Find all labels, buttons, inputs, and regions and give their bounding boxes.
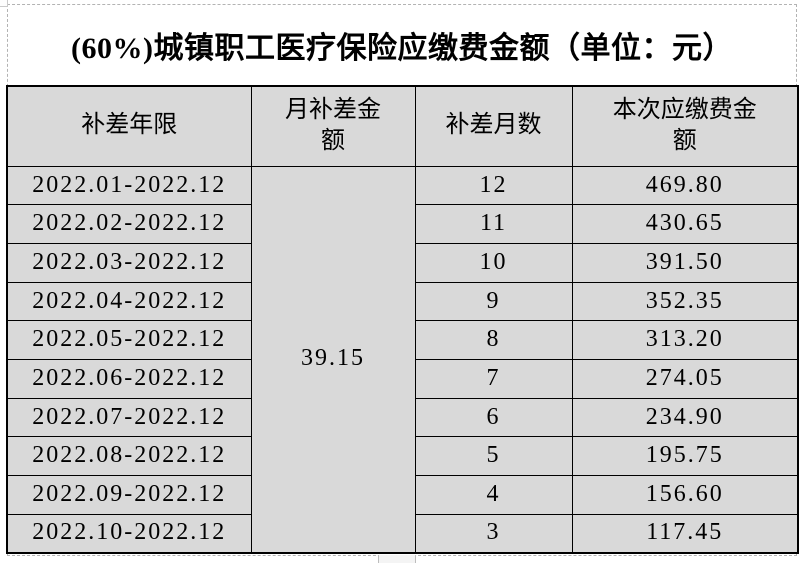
- cell-period: 2022.01-2022.12: [6, 165, 252, 206]
- header-cell-payable: 本次应缴费金额: [571, 85, 799, 167]
- cell-months: 5: [414, 436, 573, 476]
- header-cell-months: 补差月数: [414, 85, 573, 167]
- cell-months: 9: [414, 281, 573, 322]
- table-header-row: 补差年限 月补差金额 补差月数 本次应缴费金额: [6, 85, 799, 167]
- cell-period: 2022.06-2022.12: [6, 358, 252, 399]
- cell-period: 2022.03-2022.12: [6, 242, 252, 283]
- cell-payable: 352.35: [571, 281, 799, 322]
- cell-payable: 117.45: [571, 513, 799, 554]
- cell-months: 10: [414, 242, 573, 283]
- cell-period: 2022.04-2022.12: [6, 281, 252, 322]
- table-row: 2022.01-2022.12 39.15 12 469.80: [6, 165, 799, 554]
- cell-payable: 195.75: [571, 436, 799, 476]
- cell-period: 2022.05-2022.12: [6, 320, 252, 360]
- cell-months: 6: [414, 397, 573, 438]
- title-area: (60%)城镇职工医疗保险应缴费金额（单位：元）: [8, 5, 796, 85]
- insurance-fee-table: 补差年限 月补差金额 补差月数 本次应缴费金额 2022.01-2022.12 …: [6, 85, 799, 554]
- cell-period: 2022.09-2022.12: [6, 475, 252, 515]
- cell-payable: 234.90: [571, 397, 799, 438]
- page-break-marker: [378, 555, 416, 563]
- cell-payable: 430.65: [571, 204, 799, 244]
- table-row: 2022.05-2022.12 8 313.20: [6, 320, 799, 360]
- cell-months: 7: [414, 358, 573, 399]
- cell-payable: 274.05: [571, 358, 799, 399]
- cell-period: 2022.07-2022.12: [6, 397, 252, 438]
- cell-period: 2022.10-2022.12: [6, 513, 252, 554]
- table-row: 2022.08-2022.12 5 195.75: [6, 436, 799, 476]
- table-row: 2022.04-2022.12 9 352.35: [6, 281, 799, 322]
- table-row: 2022.06-2022.12 7 274.05: [6, 358, 799, 399]
- cell-payable: 391.50: [571, 242, 799, 283]
- cell-months: 3: [414, 513, 573, 554]
- header-cell-monthly-amount: 月补差金额: [250, 85, 416, 167]
- table-row: 2022.10-2022.12 3 117.45: [6, 513, 799, 554]
- cell-months: 4: [414, 475, 573, 515]
- header-cell-period: 补差年限: [6, 85, 252, 167]
- gridline-corner-artifact: [0, 0, 8, 7]
- table-row: 2022.03-2022.12 10 391.50: [6, 242, 799, 283]
- header-period-label: 补差年限: [81, 112, 178, 139]
- cell-period: 2022.08-2022.12: [6, 436, 252, 476]
- cell-payable: 469.80: [571, 165, 799, 206]
- page-title: (60%)城镇职工医疗保险应缴费金额（单位：元）: [71, 32, 733, 65]
- header-payable-label: 本次应缴费金额: [612, 96, 757, 155]
- cell-payable: 156.60: [571, 475, 799, 515]
- cell-months: 12: [414, 165, 573, 206]
- table-row: 2022.09-2022.12 4 156.60: [6, 475, 799, 515]
- cell-payable: 313.20: [571, 320, 799, 360]
- cell-period: 2022.02-2022.12: [6, 204, 252, 244]
- cell-months: 8: [414, 320, 573, 360]
- table-row: 2022.07-2022.12 6 234.90: [6, 397, 799, 438]
- header-monthly-amount-label: 月补差金额: [285, 96, 381, 155]
- cell-monthly-amount-merged: 39.15: [250, 165, 416, 554]
- header-months-label: 补差月数: [445, 112, 542, 139]
- cell-months: 11: [414, 204, 573, 244]
